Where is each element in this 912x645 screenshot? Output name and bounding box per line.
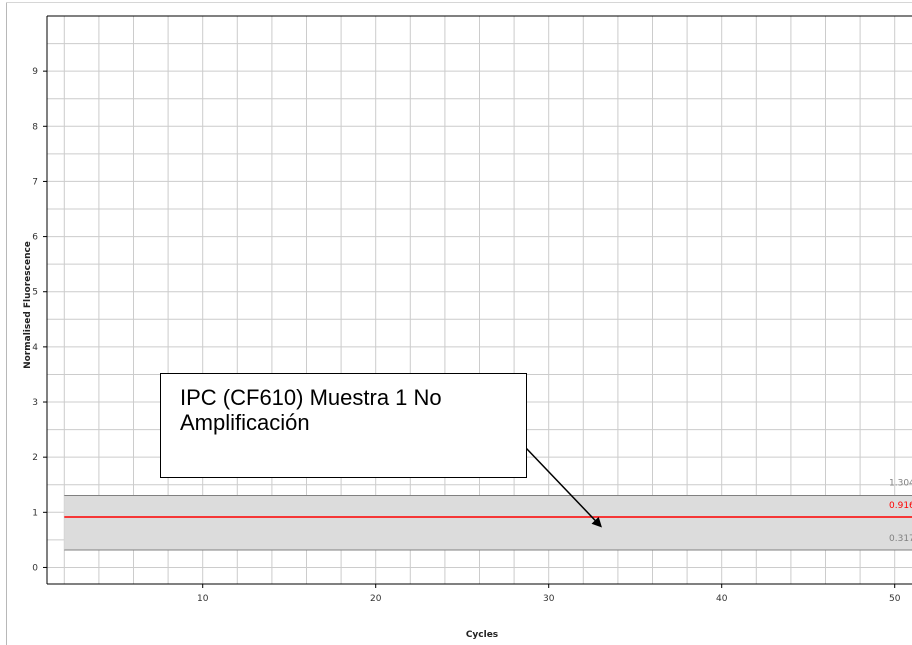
y-tick-label: 0 — [32, 563, 38, 573]
panel-left-border — [6, 2, 7, 645]
y-tick-label: 4 — [32, 343, 38, 353]
grid-layer — [47, 16, 912, 584]
y-tick-label: 2 — [32, 453, 38, 463]
axes — [43, 15, 912, 588]
y-tick-label: 1 — [32, 508, 38, 518]
threshold-label: 0.916 — [889, 501, 912, 511]
y-axis-title: Normalised Fluorescence — [23, 241, 33, 369]
x-axis-title: Cycles — [466, 630, 498, 640]
threshold-band: 1.304 0.916 0.317 — [64, 479, 912, 551]
x-tick-label: 30 — [543, 594, 555, 604]
y-tick-label: 9 — [32, 67, 38, 77]
annotation-callout: IPC (CF610) Muestra 1 No Amplificación — [160, 373, 527, 478]
annotation-text: IPC (CF610) Muestra 1 No Amplificación — [180, 385, 442, 435]
y-tick-label: 7 — [32, 177, 38, 187]
y-tick-label: 8 — [32, 122, 38, 132]
y-tick-label: 6 — [32, 233, 38, 243]
x-tick-label: 50 — [889, 594, 901, 604]
tick-labels: 0 1 2 3 4 5 6 7 8 9 10 20 30 40 50 — [32, 67, 900, 604]
x-tick-label: 20 — [370, 594, 382, 604]
y-tick-label: 3 — [32, 398, 38, 408]
x-tick-label: 10 — [197, 594, 209, 604]
upper-bound-label: 1.304 — [889, 479, 912, 489]
annotation-arrow — [525, 447, 602, 528]
y-tick-label: 5 — [32, 288, 38, 298]
panel-top-border — [6, 2, 912, 3]
threshold-band-fill — [64, 495, 912, 550]
lower-bound-label: 0.317 — [889, 534, 912, 544]
x-tick-label: 40 — [716, 594, 728, 604]
annotation-layer — [525, 447, 602, 528]
